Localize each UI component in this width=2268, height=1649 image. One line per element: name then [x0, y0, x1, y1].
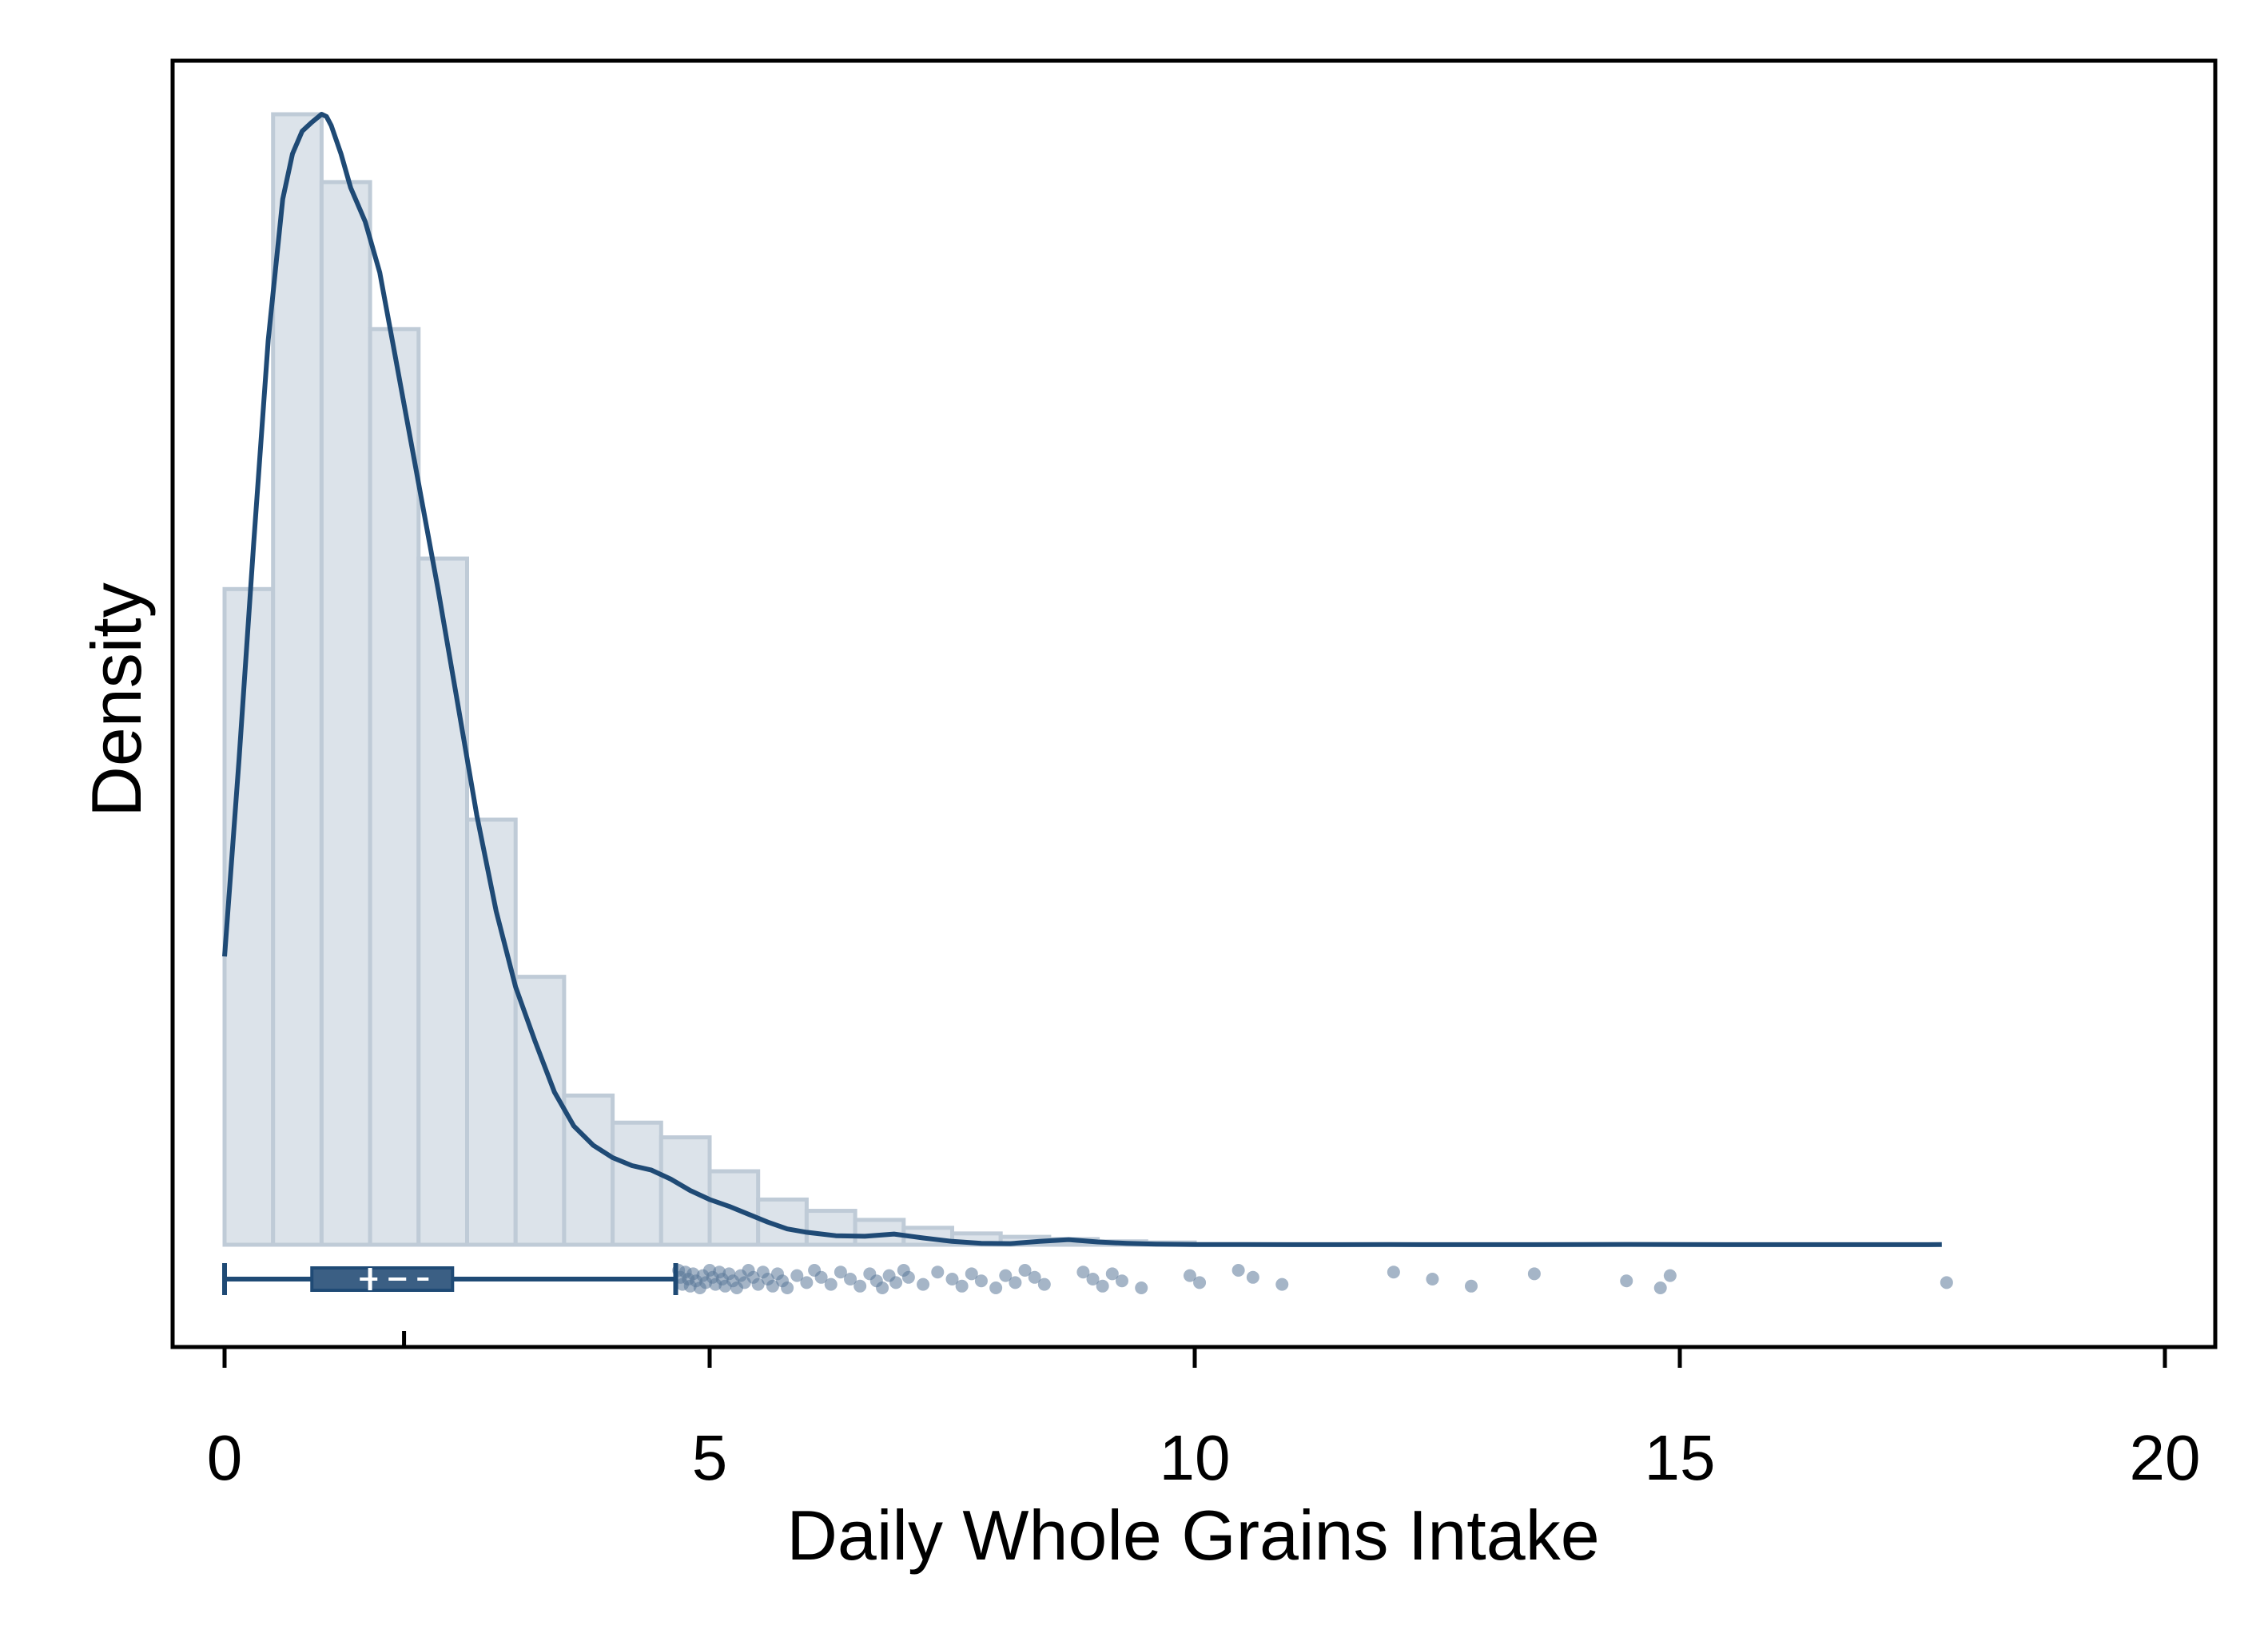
outlier-point — [1527, 1267, 1541, 1281]
outlier-point — [834, 1266, 847, 1279]
outlier-point — [999, 1269, 1013, 1282]
outlier-point — [965, 1267, 978, 1281]
x-tick-label: 0 — [207, 1422, 243, 1493]
outlier-point — [955, 1279, 969, 1293]
outlier-point — [824, 1277, 838, 1291]
outlier-point — [1086, 1273, 1100, 1285]
histogram-bars — [222, 112, 1197, 1247]
x-tick-label: 15 — [1645, 1422, 1716, 1493]
outlier-point — [1009, 1276, 1022, 1289]
outlier-point — [1653, 1281, 1667, 1294]
outlier-point — [1183, 1269, 1196, 1282]
outlier-point — [1663, 1269, 1677, 1282]
outlier-point — [1387, 1266, 1400, 1279]
outlier-point — [790, 1269, 804, 1282]
x-tick-label: 20 — [2130, 1422, 2201, 1493]
outlier-point — [931, 1266, 945, 1279]
histogram-bar — [465, 817, 518, 1247]
histogram-bar — [804, 1209, 857, 1247]
density-curve-group — [222, 112, 1942, 1247]
histogram-bar — [368, 327, 421, 1247]
x-tick-label: 5 — [692, 1422, 728, 1493]
outlier-point — [1275, 1277, 1289, 1291]
outlier-point — [853, 1279, 867, 1293]
outlier-point — [989, 1281, 1003, 1294]
outlier-point — [876, 1281, 889, 1294]
outlier-point — [1115, 1274, 1128, 1288]
outlier-point — [1193, 1276, 1207, 1289]
histogram-bar — [611, 1120, 663, 1247]
outlier-point — [1246, 1270, 1259, 1284]
histogram-bar — [513, 975, 567, 1247]
x-axis-title: Daily Whole Grains Intake — [786, 1496, 1599, 1575]
outlier-point — [800, 1276, 814, 1289]
histogram-bar — [271, 112, 324, 1247]
x-axis: 0 5 10 15 20 — [207, 1331, 2201, 1493]
outlier-point — [1135, 1281, 1148, 1294]
outlier-point — [1426, 1273, 1439, 1285]
outlier-point — [974, 1274, 988, 1288]
outlier-point — [1028, 1270, 1041, 1284]
outlier-point — [1096, 1279, 1109, 1293]
outlier-point — [751, 1277, 765, 1291]
histogram-bar — [319, 180, 372, 1247]
y-axis-title: Density — [77, 582, 156, 817]
histogram-bar — [659, 1135, 712, 1247]
outlier-point — [844, 1273, 857, 1285]
boxplot-group — [222, 1263, 1953, 1295]
x-tick-label: 10 — [1160, 1422, 1231, 1493]
outlier-point — [917, 1277, 930, 1291]
outlier-point — [1231, 1264, 1245, 1277]
outlier-point — [1037, 1277, 1051, 1291]
outlier-point — [901, 1270, 915, 1284]
outlier-point — [1076, 1266, 1090, 1279]
box-iqr — [310, 1266, 455, 1292]
density-curve — [222, 112, 1942, 1247]
histogram-bar — [416, 556, 469, 1247]
outlier-point — [1105, 1267, 1119, 1281]
outlier-point — [766, 1279, 779, 1293]
outlier-point — [1940, 1276, 1953, 1289]
outlier-point — [1018, 1264, 1032, 1277]
histogram-bar — [222, 586, 276, 1247]
outlier-point — [781, 1281, 794, 1294]
outlier-point — [945, 1273, 959, 1285]
outlier-point — [1464, 1279, 1478, 1293]
outlier-point — [1620, 1274, 1633, 1288]
outlier-point — [814, 1270, 828, 1284]
outlier-point — [889, 1276, 903, 1289]
